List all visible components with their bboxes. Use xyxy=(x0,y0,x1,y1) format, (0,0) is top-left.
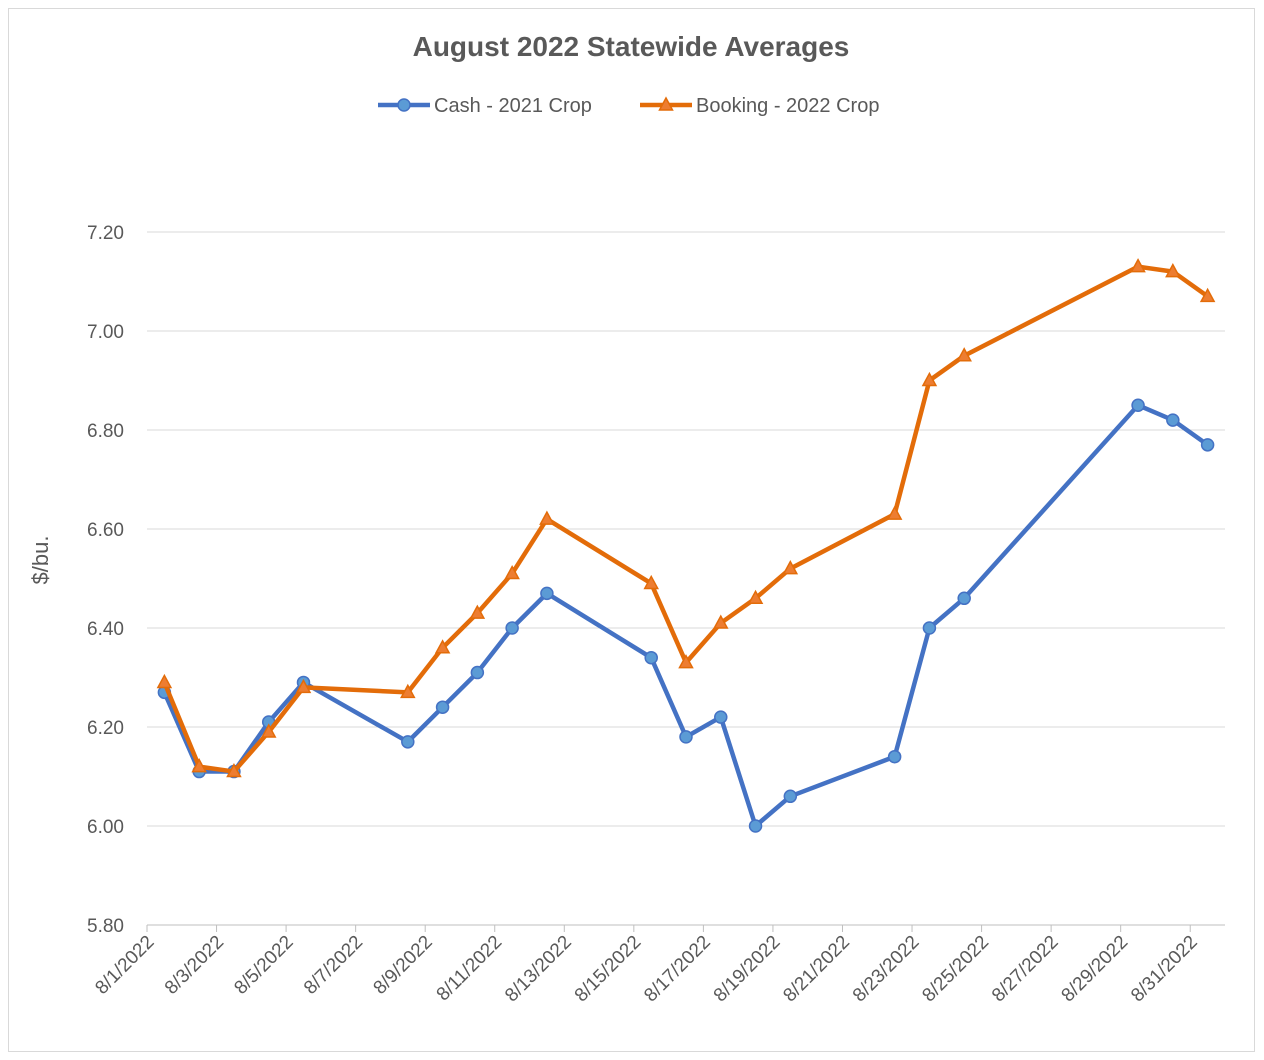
y-axis-label: $/bu. xyxy=(28,536,53,585)
x-tick-label: 8/23/2022 xyxy=(849,932,924,1007)
x-tick-label: 8/5/2022 xyxy=(230,932,297,999)
y-tick-label: 6.80 xyxy=(87,421,124,442)
x-tick-label: 8/17/2022 xyxy=(640,932,715,1007)
data-point xyxy=(1131,398,1145,412)
data-point xyxy=(678,654,694,669)
y-tick-label: 7.20 xyxy=(87,223,124,244)
data-point xyxy=(1200,438,1215,452)
y-tick-label: 5.80 xyxy=(87,916,124,937)
legend: Cash - 2021 Crop Booking - 2022 Crop xyxy=(378,95,879,117)
series-line-booking xyxy=(162,264,1209,774)
data-point xyxy=(782,560,799,575)
data-point xyxy=(1130,258,1146,273)
data-point xyxy=(540,586,554,601)
x-tick-label: 8/11/2022 xyxy=(433,932,507,1006)
data-point xyxy=(643,574,659,590)
y-tick-label: 6.20 xyxy=(87,718,124,739)
data-point xyxy=(922,621,937,635)
x-tick-label: 8/15/2022 xyxy=(571,932,646,1007)
x-tick-label: 8/13/2022 xyxy=(501,932,576,1007)
data-point xyxy=(156,673,173,689)
data-point xyxy=(435,700,450,714)
data-point xyxy=(226,762,242,778)
data-point xyxy=(401,735,415,749)
data-point xyxy=(470,665,485,680)
data-point xyxy=(1166,413,1180,427)
chart-title: August 2022 Statewide Averages xyxy=(413,31,850,62)
y-tick-label: 6.00 xyxy=(87,817,124,838)
x-tick-label: 8/21/2022 xyxy=(779,932,854,1007)
x-tick-label: 8/19/2022 xyxy=(710,932,785,1007)
data-point xyxy=(434,639,451,654)
data-point xyxy=(956,347,972,362)
data-point xyxy=(747,589,764,605)
data-point xyxy=(887,749,902,764)
gridlines xyxy=(147,231,1225,827)
y-tick-label: 7.00 xyxy=(87,322,124,343)
data-point xyxy=(679,730,693,744)
x-tick-label: 8/9/2022 xyxy=(370,932,437,999)
x-tick-label: 8/29/2022 xyxy=(1058,932,1133,1007)
data-point xyxy=(400,683,416,699)
series-line-cash xyxy=(162,403,1209,829)
data-point xyxy=(505,621,519,635)
legend-label: Booking - 2022 Crop xyxy=(696,95,879,117)
legend-marker xyxy=(658,96,674,111)
y-tick-label: 6.60 xyxy=(87,520,124,541)
data-point xyxy=(748,819,763,833)
data-point xyxy=(469,604,486,619)
legend-label: Cash - 2021 Crop xyxy=(434,95,592,117)
data-point xyxy=(539,510,555,525)
data-point xyxy=(783,789,798,804)
x-tick-label: 8/1/2022 xyxy=(91,932,158,999)
data-point xyxy=(295,678,312,694)
data-point xyxy=(191,758,207,773)
data-point xyxy=(921,371,938,387)
y-tick-label: 6.40 xyxy=(87,619,124,640)
series-group xyxy=(156,258,1216,833)
data-point xyxy=(886,505,903,520)
legend-marker xyxy=(397,98,411,112)
data-point xyxy=(714,710,728,724)
x-tick-label: 8/31/2022 xyxy=(1127,932,1202,1007)
x-tick-label: 8/25/2022 xyxy=(918,932,993,1007)
data-point xyxy=(260,723,277,738)
data-point xyxy=(1199,287,1216,303)
x-tick-label: 8/27/2022 xyxy=(988,932,1063,1007)
data-point xyxy=(957,591,971,606)
data-point xyxy=(1165,263,1181,278)
data-point xyxy=(644,650,658,665)
data-point xyxy=(713,614,729,629)
x-tick-label: 8/3/2022 xyxy=(161,932,228,999)
axes: 5.80 6.00 6.20 6.40 6.60 6.80 7.00 7.20 8/1/2022… xyxy=(87,223,1225,1006)
data-point xyxy=(504,564,520,580)
x-tick-label: 8/7/2022 xyxy=(300,932,367,999)
chart-frame xyxy=(8,8,1255,1052)
